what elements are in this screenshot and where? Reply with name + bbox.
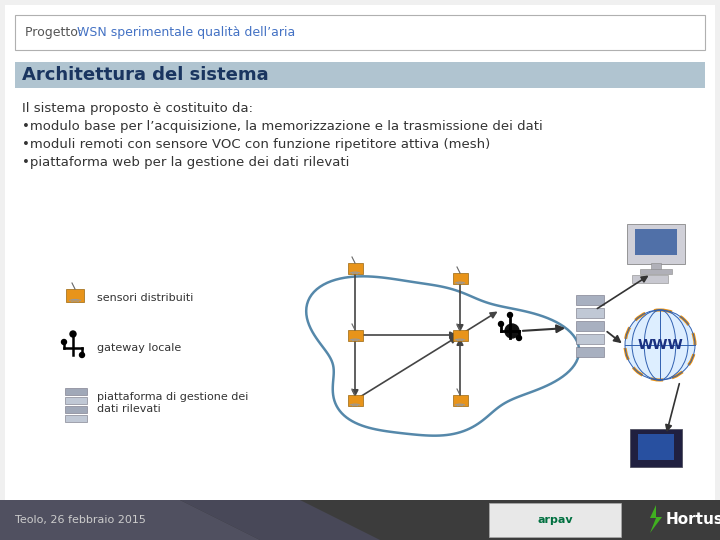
Text: Progetto:: Progetto:: [25, 26, 86, 39]
Circle shape: [508, 313, 513, 318]
FancyBboxPatch shape: [576, 347, 604, 357]
FancyBboxPatch shape: [65, 388, 87, 395]
Polygon shape: [0, 500, 260, 540]
FancyBboxPatch shape: [452, 273, 467, 284]
Polygon shape: [180, 500, 380, 540]
FancyBboxPatch shape: [576, 321, 604, 332]
FancyBboxPatch shape: [348, 329, 362, 341]
FancyBboxPatch shape: [489, 503, 621, 537]
Circle shape: [505, 324, 519, 338]
FancyBboxPatch shape: [638, 434, 674, 460]
FancyBboxPatch shape: [576, 308, 604, 318]
FancyBboxPatch shape: [640, 269, 672, 274]
FancyBboxPatch shape: [632, 275, 668, 283]
Text: Hortus: Hortus: [666, 512, 720, 528]
Text: •moduli remoti con sensore VOC con funzione ripetitore attiva (mesh): •moduli remoti con sensore VOC con funzi…: [22, 138, 490, 151]
Text: Il sistema proposto è costituito da:: Il sistema proposto è costituito da:: [22, 102, 253, 115]
FancyBboxPatch shape: [66, 288, 84, 301]
Circle shape: [70, 331, 76, 337]
FancyBboxPatch shape: [0, 500, 720, 540]
FancyBboxPatch shape: [5, 5, 715, 535]
FancyBboxPatch shape: [65, 415, 87, 422]
Circle shape: [625, 310, 695, 380]
FancyBboxPatch shape: [65, 397, 87, 404]
FancyBboxPatch shape: [635, 229, 677, 255]
FancyBboxPatch shape: [15, 15, 705, 50]
Text: Architettura del sistema: Architettura del sistema: [22, 66, 269, 84]
FancyBboxPatch shape: [630, 429, 682, 467]
FancyBboxPatch shape: [576, 295, 604, 305]
Text: WWW: WWW: [637, 338, 683, 352]
Text: •modulo base per l’acquisizione, la memorizzazione e la trasmissione dei dati: •modulo base per l’acquisizione, la memo…: [22, 120, 543, 133]
FancyBboxPatch shape: [348, 395, 362, 406]
Text: sensori distribuiti: sensori distribuiti: [97, 293, 194, 303]
FancyBboxPatch shape: [627, 224, 685, 264]
FancyBboxPatch shape: [651, 263, 661, 271]
Text: arpav: arpav: [537, 515, 573, 525]
FancyBboxPatch shape: [576, 334, 604, 345]
Circle shape: [79, 353, 84, 357]
Circle shape: [61, 340, 66, 345]
FancyBboxPatch shape: [65, 406, 87, 413]
Text: gateway locale: gateway locale: [97, 343, 181, 353]
Text: •piattaforma web per la gestione dei dati rilevati: •piattaforma web per la gestione dei dat…: [22, 156, 349, 169]
Text: piattaforma di gestione dei
dati rilevati: piattaforma di gestione dei dati rilevat…: [97, 392, 248, 414]
Text: Teolo, 26 febbraio 2015: Teolo, 26 febbraio 2015: [15, 515, 146, 525]
FancyBboxPatch shape: [452, 395, 467, 406]
Circle shape: [516, 335, 521, 341]
Polygon shape: [650, 505, 662, 533]
FancyBboxPatch shape: [452, 329, 467, 341]
Circle shape: [498, 321, 503, 327]
FancyBboxPatch shape: [348, 262, 362, 273]
FancyBboxPatch shape: [15, 62, 705, 88]
Text: WSN sperimentale qualità dell’aria: WSN sperimentale qualità dell’aria: [77, 26, 295, 39]
